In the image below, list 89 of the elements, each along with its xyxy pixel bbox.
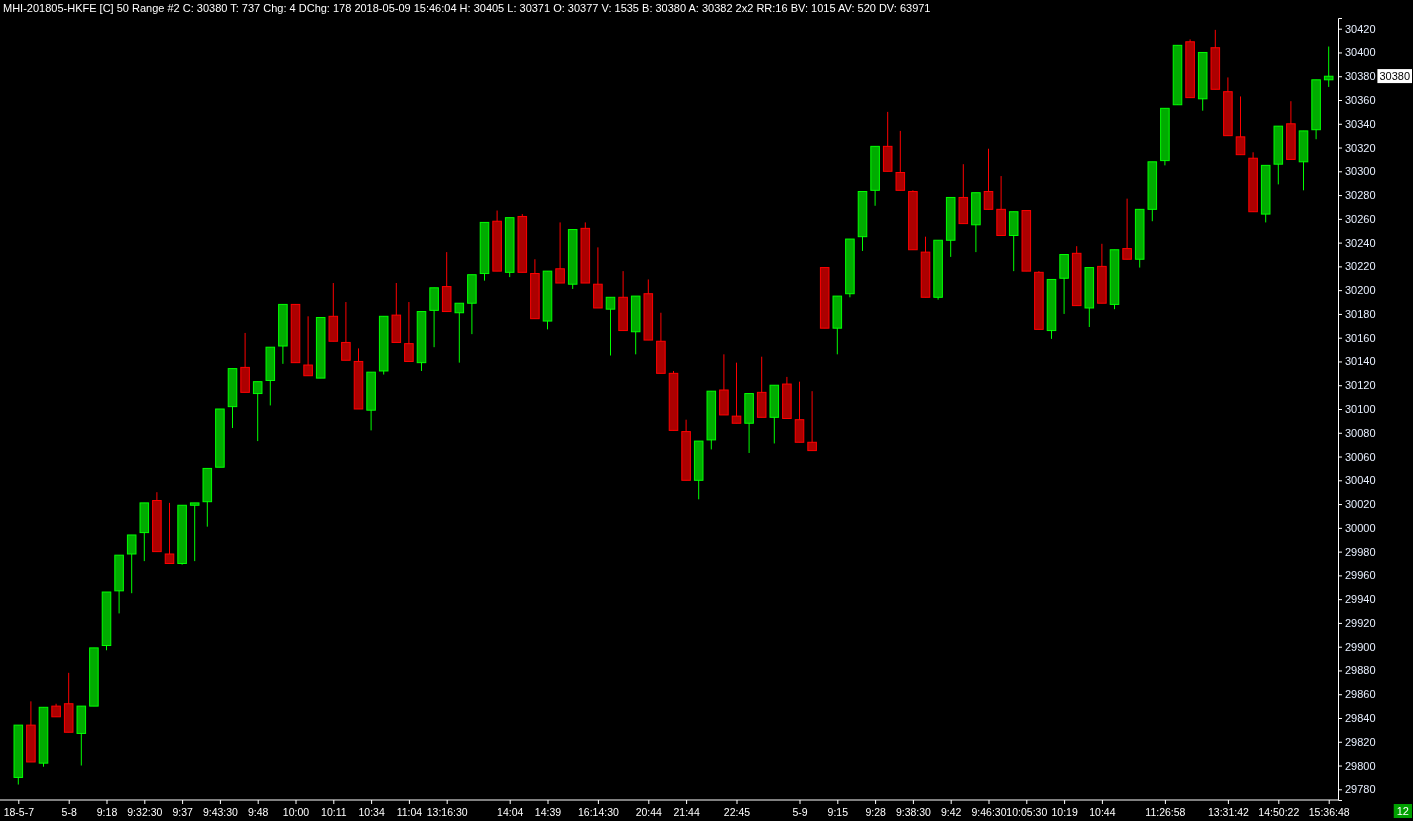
candlestick: [189, 502, 200, 562]
x-tick-label: 9:46:30: [971, 806, 1007, 819]
chart-title: MHI-201805-HKFE [C] 50 Range #2 C: 30380 T: 737 Chg: 4 DChg: 178 2018-05-09 15:46:04 H: 30405 L: 30371 O: 30377 V: 1535 B: 30380 A: 30382 2x2 RR:16 BV: 1015 AV: 520 DV: 63971: [3, 2, 931, 14]
x-tick-label: 14:04: [497, 806, 524, 819]
y-tick-label: 30380: [1345, 70, 1376, 83]
y-tick-label: 29920: [1345, 616, 1376, 629]
candlestick: [1122, 198, 1132, 260]
candlestick: [1323, 46, 1334, 88]
candlestick: [404, 301, 414, 362]
candlestick: [429, 287, 439, 348]
x-tick-label: 13:16:30: [426, 806, 468, 819]
y-tick-label: 30300: [1345, 165, 1376, 178]
y-tick-label: 29980: [1345, 545, 1376, 558]
candlestick: [593, 246, 603, 309]
candlestick: [555, 221, 565, 284]
x-tick-label: 11:04: [396, 806, 423, 819]
x-tick-label: 10:00: [282, 806, 310, 819]
x-tick-label: 9:18: [96, 806, 118, 819]
x-tick-label: 13:31:42: [1207, 806, 1249, 819]
x-tick-label: 5-8: [61, 806, 77, 819]
candlestick: [303, 315, 313, 377]
x-tick-label: 9:42: [940, 806, 962, 819]
x-tick-label: 10:34: [358, 806, 385, 819]
x-tick-label: 9:48: [247, 806, 269, 819]
candlestick: [807, 390, 817, 452]
x-tick-label: 10:05:30: [1006, 806, 1048, 819]
candlestick: [341, 301, 351, 361]
y-tick-label: 29800: [1345, 759, 1376, 772]
candlestick: [126, 534, 137, 594]
x-tick-label: 9:37: [172, 806, 193, 819]
y-tick-label: 30320: [1345, 141, 1376, 154]
y-tick-label: 30420: [1345, 22, 1376, 35]
y-tick-label: 29820: [1345, 735, 1376, 748]
y-tick-label: 30220: [1345, 260, 1376, 273]
y-tick-label: 29960: [1345, 569, 1376, 582]
y-tick-label: 30340: [1345, 117, 1376, 130]
y-tick-label: 30180: [1345, 307, 1376, 320]
candlestick: [454, 302, 465, 364]
x-tick-label: 14:50:22: [1258, 806, 1300, 819]
x-tick-label: 21:44: [673, 806, 700, 819]
x-tick-label: 9:43:30: [202, 806, 239, 819]
candlestick: [895, 130, 906, 191]
x-tick-label: 10:19: [1051, 806, 1078, 819]
y-tick-label: 30140: [1345, 355, 1376, 368]
candlestick: [1235, 95, 1246, 156]
y-tick-label: 30240: [1345, 236, 1376, 249]
y-tick-label: 29880: [1345, 664, 1376, 677]
y-tick-label: 29860: [1345, 688, 1376, 701]
x-tick-label: 9:38:30: [895, 806, 932, 819]
y-tick-label: 30360: [1345, 94, 1376, 107]
candlestick: [1008, 211, 1019, 272]
x-tick-label: 16:14:30: [577, 806, 619, 819]
y-tick-label: 30100: [1345, 403, 1376, 416]
y-tick-label: 30000: [1345, 521, 1376, 534]
y-tick-label: 29780: [1345, 783, 1376, 796]
x-tick-label: 9:28: [865, 806, 886, 819]
x-tick-label: 10:11: [321, 806, 347, 819]
y-tick-label: 30080: [1345, 426, 1376, 439]
x-tick-label: 9:32:30: [127, 806, 163, 819]
candlestick: [1059, 254, 1069, 315]
y-tick-label: 30120: [1345, 379, 1376, 392]
y-tick-label: 30200: [1345, 284, 1376, 297]
candlestick: [731, 362, 742, 424]
x-tick-label: 11:26:58: [1145, 806, 1186, 819]
y-tick-label: 29900: [1345, 640, 1376, 653]
candlestick: [605, 296, 616, 357]
x-tick-label: 5-9: [792, 806, 808, 819]
y-tick-label: 30060: [1345, 450, 1376, 463]
text: 30380: [1379, 70, 1410, 83]
candlestick: [794, 381, 805, 443]
x-tick-label: 14:39: [534, 806, 562, 819]
text: 12: [1396, 805, 1409, 817]
x-tick-label: 9:15: [827, 806, 849, 819]
candlestick: [252, 381, 263, 442]
y-tick-label: 30020: [1345, 498, 1376, 511]
x-tick-label: 18-5-7: [3, 806, 35, 819]
y-tick-label: 30260: [1345, 212, 1376, 225]
x-tick-label: 20:44: [635, 806, 663, 819]
y-tick-label: 29940: [1345, 593, 1376, 606]
y-tick-label: 30040: [1345, 474, 1376, 487]
y-tick-label: 30280: [1345, 189, 1376, 202]
x-tick-label: 22:45: [723, 806, 751, 819]
x-tick-label: 10:44: [1089, 806, 1116, 819]
y-tick-label: 30160: [1345, 331, 1376, 344]
y-tick-label: 29840: [1345, 712, 1376, 725]
candlestick: [983, 148, 994, 210]
y-tick-label: 30400: [1345, 46, 1376, 59]
x-tick-label: 15:36:48: [1308, 806, 1350, 819]
candlestick: [164, 502, 175, 564]
